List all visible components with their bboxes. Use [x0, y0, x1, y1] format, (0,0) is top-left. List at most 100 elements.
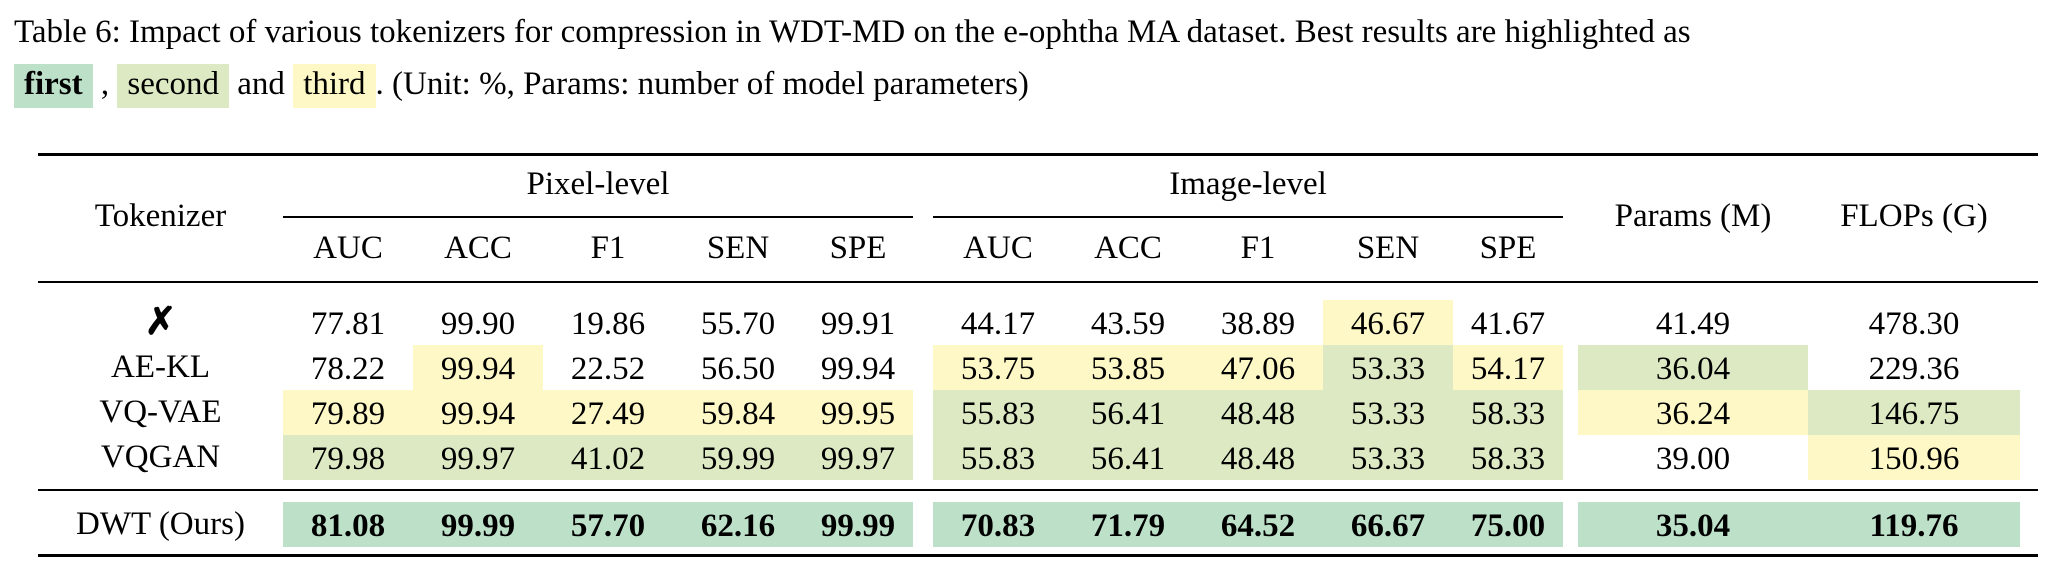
table-cell: 99.95 [820, 396, 896, 432]
table-cell: 58.33 [1470, 396, 1546, 432]
table-cell: 478.30 [1868, 306, 1960, 342]
table-cell: 43.59 [1090, 306, 1166, 342]
highlight-third [413, 345, 543, 390]
highlight-second [1063, 435, 1193, 480]
header-metric-f1: F1 [1240, 230, 1276, 266]
pixel-group-rule [283, 216, 913, 218]
mid-rule [38, 489, 2038, 491]
header-image-level: Image-level [1169, 166, 1327, 202]
table-cell: 66.67 [1350, 508, 1426, 544]
highlight-first [1578, 502, 1808, 547]
highlight-second [933, 390, 1063, 435]
highlight-second [1323, 390, 1453, 435]
highlight-second [803, 435, 913, 480]
header-tokenizer: Tokenizer [94, 198, 227, 234]
table-cell: 41.49 [1655, 306, 1731, 342]
highlight-first [673, 502, 803, 547]
table-cell: 79.98 [310, 441, 386, 477]
table-cell: 77.81 [310, 306, 386, 342]
highlight-third [1193, 345, 1323, 390]
table-cell: 36.24 [1655, 396, 1731, 432]
image-group-rule [933, 216, 1563, 218]
table-cell: 53.75 [960, 351, 1036, 387]
bottom-rule [38, 554, 2038, 557]
header-metric-auc: AUC [963, 230, 1033, 266]
table-cell: 47.06 [1220, 351, 1296, 387]
table-cell: 81.08 [310, 508, 386, 544]
row-name: AE-KL [111, 349, 210, 385]
highlight-first [803, 502, 913, 547]
highlight-third [933, 345, 1063, 390]
highlight-second [1453, 435, 1563, 480]
legend-third: third [293, 64, 376, 108]
header-pixel-level: Pixel-level [526, 166, 670, 202]
highlight-third [673, 390, 803, 435]
highlight-first [1193, 502, 1323, 547]
highlight-first [933, 502, 1063, 547]
table-cell: 41.67 [1470, 306, 1546, 342]
table-cell: 99.94 [440, 351, 516, 387]
table-cell: 56.50 [700, 351, 776, 387]
highlight-third [1063, 345, 1193, 390]
caption-and: and [237, 66, 285, 102]
table-cell: 59.84 [700, 396, 776, 432]
table-cell: 38.89 [1220, 306, 1296, 342]
header-metric-auc: AUC [313, 230, 383, 266]
table-cell: 48.48 [1220, 441, 1296, 477]
highlight-third [1578, 390, 1808, 435]
header-rule [38, 281, 2038, 283]
table-cell: 55.83 [960, 396, 1036, 432]
highlight-third [803, 390, 913, 435]
highlight-first [283, 502, 413, 547]
header-flops: FLOPs (G) [1840, 198, 1988, 234]
table-cell: 99.90 [440, 306, 516, 342]
highlight-second [1193, 390, 1323, 435]
highlight-third [1323, 300, 1453, 345]
table-cell: 70.83 [960, 508, 1036, 544]
highlight-first [1808, 502, 2020, 547]
table-cell: 99.99 [440, 508, 516, 544]
row-name: VQGAN [100, 439, 221, 475]
table-cell: 27.49 [570, 396, 646, 432]
table-cell: 48.48 [1220, 396, 1296, 432]
highlight-third [413, 390, 543, 435]
table-cell: 99.94 [440, 396, 516, 432]
highlight-second [1323, 345, 1453, 390]
highlight-first [1323, 502, 1453, 547]
highlight-second [1193, 435, 1323, 480]
header-metric-sen: SEN [1356, 230, 1420, 266]
highlight-second [543, 435, 673, 480]
table-cell: 56.41 [1090, 396, 1166, 432]
table-cell: 55.70 [700, 306, 776, 342]
table-cell: 79.89 [310, 396, 386, 432]
table-cell: 53.85 [1090, 351, 1166, 387]
table-cell: 53.33 [1350, 351, 1426, 387]
table-cell: 99.97 [820, 441, 896, 477]
highlight-second [673, 435, 803, 480]
highlight-first [1063, 502, 1193, 547]
table-cell: 59.99 [700, 441, 776, 477]
header-metric-sen: SEN [706, 230, 770, 266]
caption-text: Impact of various tokenizers for compres… [120, 14, 1691, 50]
table-cell: 22.52 [570, 351, 646, 387]
highlight-second [1323, 435, 1453, 480]
caption-comma: , [100, 66, 110, 102]
header-metric-spe: SPE [829, 230, 887, 266]
table-cell: 39.00 [1655, 441, 1731, 477]
table-cell: 99.91 [820, 306, 896, 342]
row-name: DWT (Ours) [76, 506, 245, 542]
highlight-second [1808, 390, 2020, 435]
table-cell: 55.83 [960, 441, 1036, 477]
table-cell: 99.94 [820, 351, 896, 387]
table-cell: 56.41 [1090, 441, 1166, 477]
highlight-first [543, 502, 673, 547]
legend-second: second [117, 64, 230, 108]
top-rule [38, 153, 2038, 156]
highlight-second [933, 435, 1063, 480]
table-cell: 75.00 [1470, 508, 1546, 544]
table-cell: 229.36 [1868, 351, 1960, 387]
row-name: VQ-VAE [99, 394, 222, 430]
row-name: ✗ [144, 301, 177, 343]
highlight-second [1453, 390, 1563, 435]
caption-tail: . (Unit: %, Params: number of model para… [375, 66, 1029, 102]
